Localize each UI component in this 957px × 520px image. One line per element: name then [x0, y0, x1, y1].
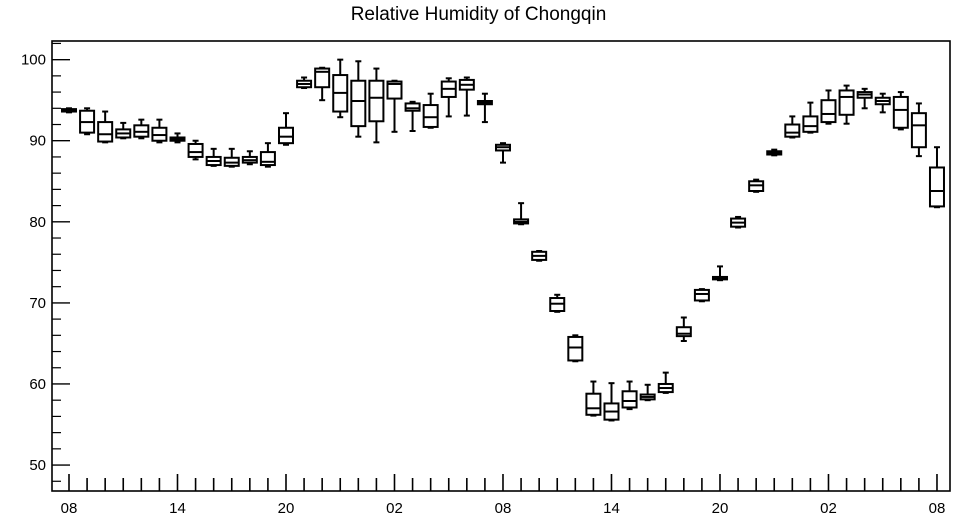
box-hour-7 — [187, 139, 204, 161]
box-hour-46 — [892, 91, 909, 131]
box-iqr — [693, 288, 710, 302]
box-hour-35 — [693, 288, 710, 303]
box-hour-45 — [874, 92, 891, 114]
x-tick-label: 08 — [61, 500, 78, 517]
box-iqr — [97, 121, 114, 143]
box-iqr — [350, 79, 367, 128]
box-iqr — [567, 335, 584, 362]
box-hour-6 — [169, 132, 186, 144]
box-hour-15 — [332, 58, 349, 119]
box-hour-37 — [730, 215, 747, 229]
y-tick-label: 90 — [29, 133, 46, 150]
box-hour-27 — [549, 293, 566, 313]
box-hour-2 — [97, 110, 114, 144]
box-iqr — [675, 326, 692, 338]
box-hour-38 — [748, 178, 765, 193]
box-hour-25 — [513, 202, 530, 226]
box-iqr — [910, 112, 927, 149]
y-tick-label: 70 — [29, 295, 46, 312]
x-tick-label: 20 — [278, 500, 295, 517]
box-iqr — [404, 102, 421, 112]
box-hour-0 — [61, 107, 77, 114]
box-hour-3 — [115, 121, 132, 140]
box-hour-48 — [928, 146, 945, 209]
x-tick-label: 02 — [820, 500, 837, 517]
y-tick-label: 80 — [29, 214, 46, 231]
box-hour-1 — [79, 107, 96, 136]
box-hour-28 — [567, 334, 584, 363]
box-hour-40 — [784, 115, 801, 139]
box-iqr — [259, 151, 276, 167]
box-iqr — [838, 89, 855, 116]
box-hour-32 — [639, 383, 656, 402]
box-hour-33 — [657, 371, 674, 394]
box-hour-42 — [820, 89, 837, 125]
box-hour-26 — [531, 250, 548, 262]
box-iqr — [621, 390, 638, 409]
x-tick-label: 08 — [929, 500, 946, 517]
box-hour-19 — [404, 100, 421, 132]
box-hour-17 — [368, 67, 385, 144]
box-hour-13 — [296, 76, 313, 90]
box-hour-47 — [910, 102, 927, 158]
axes: 50 60 70 80 90 100 08 14 20 02 08 14 20 02 08 — [21, 40, 951, 517]
y-tick-label: 60 — [29, 376, 46, 393]
box-hour-29 — [585, 380, 602, 417]
box-iqr — [928, 166, 945, 208]
box-hour-18 — [386, 79, 403, 133]
plot-frame — [51, 40, 951, 492]
box-hour-12 — [277, 112, 294, 146]
box-hour-41 — [802, 101, 819, 134]
box-iqr — [422, 104, 439, 128]
box-hour-11 — [259, 142, 276, 168]
box-hour-16 — [350, 60, 367, 138]
box-series — [61, 58, 945, 422]
box-hour-20 — [422, 92, 439, 129]
box-hour-39 — [766, 148, 783, 157]
box-iqr — [314, 67, 331, 89]
y-tick-label: 50 — [29, 457, 46, 474]
box-iqr — [892, 95, 909, 129]
y-tick-label: 100 — [21, 52, 46, 69]
box-hour-24 — [494, 142, 511, 164]
box-hour-36 — [711, 265, 728, 282]
box-hour-14 — [314, 66, 331, 102]
box-iqr — [820, 99, 837, 124]
box-hour-23 — [476, 92, 493, 124]
box-hour-4 — [133, 118, 150, 140]
x-tick-label: 14 — [603, 500, 620, 517]
box-hour-34 — [675, 316, 692, 342]
box-iqr — [585, 392, 602, 416]
box-hour-10 — [241, 150, 258, 166]
box-hour-43 — [838, 84, 855, 125]
box-hour-21 — [440, 77, 457, 118]
chart-title: Relative Humidity of Chongqin — [350, 4, 607, 25]
box-iqr — [277, 126, 294, 145]
box-iqr — [784, 123, 801, 138]
box-hour-30 — [603, 382, 620, 422]
x-tick-label: 02 — [386, 500, 403, 517]
x-tick-label: 14 — [169, 500, 186, 517]
box-iqr — [187, 142, 204, 158]
x-tick-label: 08 — [495, 500, 512, 517]
box-hour-8 — [205, 147, 222, 167]
box-iqr — [368, 79, 385, 123]
box-hour-44 — [856, 87, 873, 110]
box-hour-9 — [223, 147, 240, 168]
box-iqr — [802, 115, 819, 133]
box-hour-22 — [458, 76, 475, 117]
box-hour-5 — [151, 118, 168, 144]
box-hour-31 — [621, 380, 638, 411]
x-tick-label: 20 — [712, 500, 729, 517]
box-iqr — [386, 80, 403, 100]
